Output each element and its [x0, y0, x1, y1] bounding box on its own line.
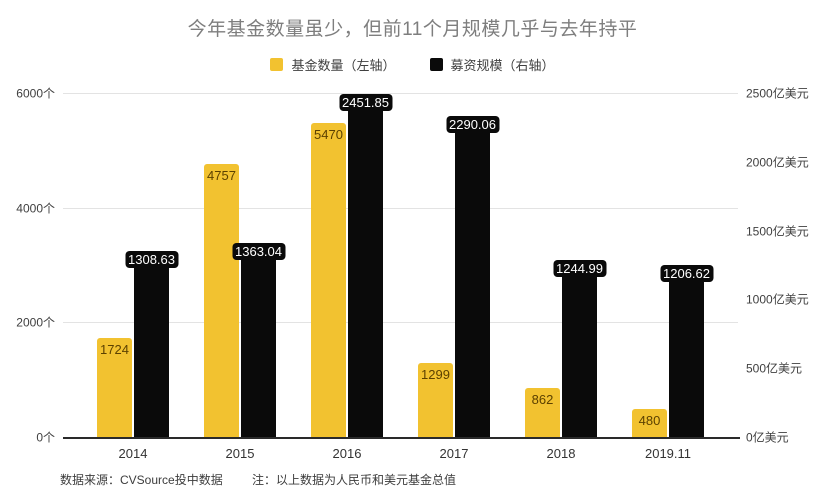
- left-axis-tick-4000: 4000个: [16, 201, 55, 216]
- bar-value-fund-count-2018: 862: [531, 391, 554, 407]
- legend-label-fundraising-scale: 募资规模（右轴）: [450, 58, 555, 73]
- legend-item-fundraising-scale[interactable]: 募资规模（右轴）: [429, 55, 555, 74]
- legend-swatch-fundraising-scale: [429, 58, 443, 71]
- bar-value-fundraising-scale-2015: 1363.04: [232, 243, 285, 261]
- gridline-4000: [63, 207, 738, 209]
- bar-value-fund-count-2019.11: 480: [638, 413, 661, 429]
- footer: 数据来源：CVSource投中数据 注：以上数据为人民币和美元基金总值: [60, 471, 456, 488]
- left-axis-tick-0: 0个: [36, 430, 55, 445]
- legend: 基金数量（左轴） 募资规模（右轴）: [0, 55, 825, 74]
- legend-item-fund-count[interactable]: 基金数量（左轴）: [270, 55, 396, 74]
- bar-fundraising-scale-2016: 2451.85: [339, 93, 392, 437]
- bar-fundraising-scale-2015: 1363.04: [232, 243, 285, 437]
- gridline-2000: [63, 322, 738, 324]
- bar-value-fundraising-scale-2016: 2451.85: [339, 93, 392, 111]
- gridline-6000: [63, 93, 738, 94]
- x-axis-tick-2015: 2015: [225, 446, 255, 461]
- x-axis-tick-2017: 2017: [439, 446, 469, 461]
- bar-value-fund-count-2016: 5470: [314, 127, 343, 143]
- bar-value-fund-count-2015: 4757: [207, 168, 236, 184]
- bar-value-fundraising-scale-2018: 1244.99: [553, 259, 606, 277]
- right-axis-tick-500: 500亿美元: [746, 361, 803, 376]
- right-axis-tick-0: 0亿美元: [746, 430, 789, 445]
- bar-value-fund-count-2017: 1299: [421, 366, 450, 382]
- bar-value-fund-count-2014: 1724: [100, 342, 129, 358]
- bar-fund-count-2017: 1299: [418, 362, 453, 437]
- right-axis-tick-1500: 1500亿美元: [746, 224, 809, 239]
- data-source-text: 数据来源：CVSource投中数据: [60, 473, 223, 487]
- bar-value-fundraising-scale-2017: 2290.06: [446, 115, 499, 133]
- right-axis-tick-1000: 1000亿美元: [746, 292, 809, 307]
- bar-fundraising-scale-2018: 1244.99: [553, 259, 606, 437]
- left-axis-tick-2000: 2000个: [16, 315, 55, 330]
- x-axis-tick-2018: 2018: [546, 446, 576, 461]
- bar-fund-count-2014: 1724: [97, 338, 132, 437]
- bar-fund-count-2019.11: 480: [632, 409, 667, 437]
- footer-note-text: 注：以上数据为人民币和美元基金总值: [252, 473, 457, 487]
- bar-value-fundraising-scale-2014: 1308.63: [125, 250, 178, 268]
- bar-fund-count-2016: 5470: [311, 123, 346, 437]
- left-axis-tick-6000: 6000个: [16, 86, 55, 101]
- bar-fundraising-scale-2017: 2290.06: [446, 115, 499, 437]
- right-axis-tick-2000: 2000亿美元: [746, 155, 809, 170]
- legend-label-fund-count: 基金数量（左轴）: [291, 58, 396, 73]
- right-axis-tick-2500: 2500亿美元: [746, 86, 809, 101]
- x-axis-tick-2014: 2014: [118, 446, 148, 461]
- bar-fundraising-scale-2019.11: 1206.62: [660, 264, 713, 437]
- bar-fundraising-scale-2014: 1308.63: [125, 250, 178, 437]
- bar-fund-count-2018: 862: [525, 387, 560, 437]
- chart-title: 今年基金数量虽少，但前11个月规模几乎与去年持平: [187, 19, 638, 40]
- x-axis-tick-2016: 2016: [332, 446, 362, 461]
- x-axis-line: [63, 437, 740, 439]
- bar-fund-count-2015: 4757: [204, 164, 239, 437]
- bar-value-fundraising-scale-2019.11: 1206.62: [660, 264, 713, 282]
- x-axis-tick-2019.11: 2019.11: [644, 446, 692, 461]
- legend-swatch-fund-count: [270, 58, 284, 71]
